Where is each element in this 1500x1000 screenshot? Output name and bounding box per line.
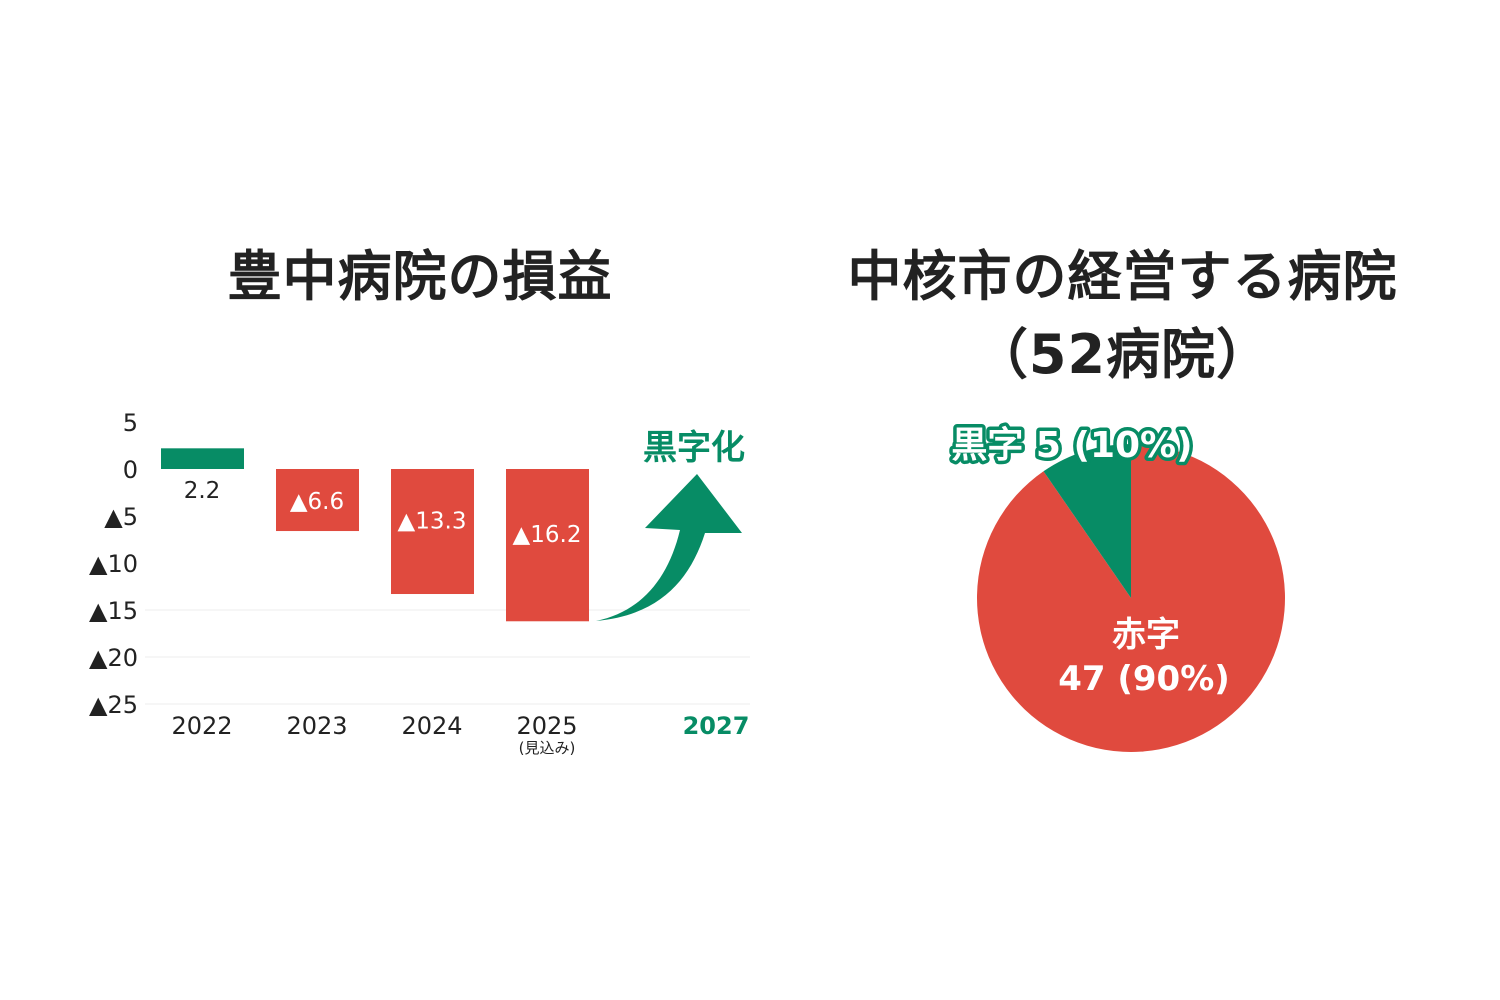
data-label: ▲16.2 (513, 522, 582, 548)
bar (506, 469, 589, 622)
pie-chart-subtitle: （52病院） (973, 323, 1272, 386)
pie-slice-green (1043, 444, 1131, 598)
y-tick-label: ▲15 (89, 597, 138, 625)
bar (391, 469, 474, 595)
data-label: ▲13.3 (398, 509, 467, 535)
x-tick-label: 2025 (516, 712, 577, 740)
y-tick-label: 0 (123, 456, 138, 484)
upward-arrow-icon (596, 474, 742, 621)
x-tick-label: 2027 (683, 712, 750, 740)
pie-chart-title: 中核市の経営する病院 (847, 245, 1398, 308)
annotation-label: 黒字化 (643, 428, 745, 468)
data-label: 2.2 (184, 478, 221, 504)
pie-slice-red (977, 444, 1285, 753)
x-tick-label: 2022 (171, 712, 232, 740)
y-tick-label: ▲20 (89, 644, 138, 672)
y-tick-label: ▲10 (89, 550, 138, 578)
y-tick-label: ▲25 (89, 691, 138, 719)
x-tick-label: 2024 (401, 712, 462, 740)
bar-chart-title: 豊中病院の損益 (227, 245, 613, 308)
x-tick-label: 2023 (286, 712, 347, 740)
pie-label-red-value: 47 (90%) (1058, 659, 1230, 699)
bar (161, 448, 244, 469)
y-tick-label: 5 (123, 409, 138, 437)
pie-label-green: 黒字 5 (10%) (951, 425, 1192, 466)
pie-label-red-name: 赤字 (1112, 615, 1180, 655)
x-tick-note: (見込み) (519, 739, 576, 757)
data-label: ▲6.6 (290, 489, 344, 515)
bar (276, 469, 359, 532)
y-tick-label: ▲5 (104, 503, 138, 531)
